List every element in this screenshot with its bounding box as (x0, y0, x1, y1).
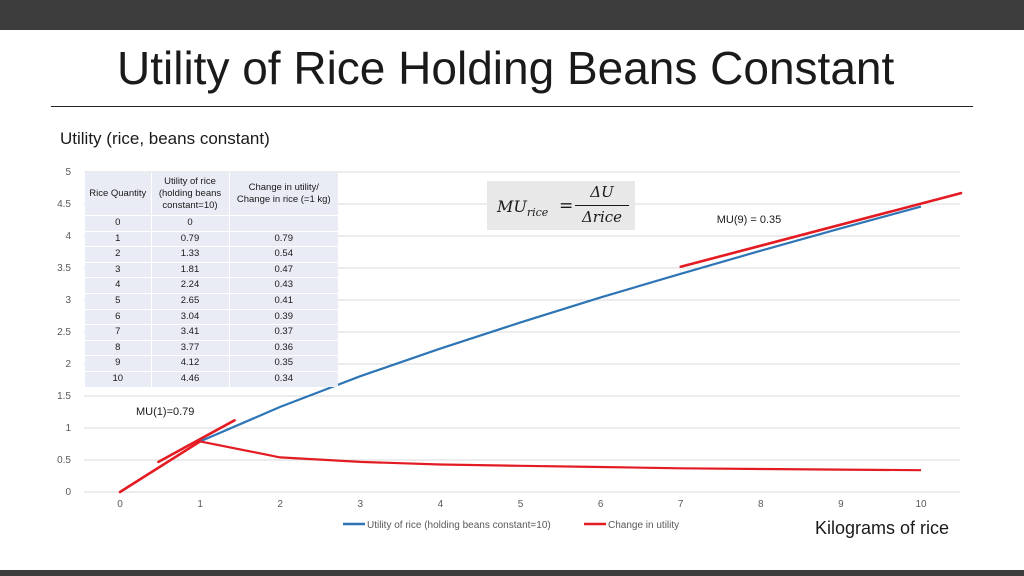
tangent-at-9-line (679, 191, 963, 269)
table-cell: 7 (115, 326, 121, 338)
table-cell: 0.36 (228, 340, 338, 356)
formula-lhs: MUrice (497, 197, 548, 219)
y-tick-label: 0 (65, 487, 71, 498)
table-row: 10 4.46 0.34 (85, 371, 338, 387)
table-cell: 10 (112, 372, 124, 384)
formula-equals: = (559, 196, 574, 216)
annotation-label: MU(9) = 0.35 (717, 214, 782, 226)
table-cell: 0 (115, 217, 121, 228)
table-cell: 0.41 (228, 293, 338, 310)
y-tick-label: 3.5 (57, 263, 71, 274)
table-cell: 2 (115, 248, 121, 260)
table-row: 1 0.79 0.79 (85, 231, 338, 247)
table-row: 6 3.04 0.39 (85, 309, 338, 325)
y-tick-label: 0.5 (57, 455, 71, 466)
tangent-at-1-line (157, 419, 236, 464)
x-tick-label: 10 (915, 499, 927, 510)
y-tick-label: 2.5 (57, 327, 71, 338)
table-cell: 9 (115, 357, 121, 369)
table-cell: 0.79 (150, 231, 229, 247)
x-tick-label: 1 (197, 499, 203, 510)
table-row: 5 2.65 0.41 (85, 293, 338, 310)
header-change-in-utility: Change in utility/ Change in rice (=1 kg… (228, 173, 338, 216)
table-cell: 8 (115, 341, 121, 353)
x-tick-label: 3 (358, 499, 364, 510)
x-tick-label: 2 (277, 499, 283, 510)
formula-denominator: Δrice (581, 208, 623, 226)
header-utility-of-rice: Utility of rice (holding beans constant=… (150, 173, 229, 216)
table-cell: 4.46 (150, 371, 229, 387)
table-row: 2 1.33 0.54 (85, 246, 338, 263)
table-cell: 2.65 (150, 293, 229, 310)
table-cell: 0.43 (228, 277, 338, 294)
formula-fraction-bar (575, 205, 629, 206)
y-tick-label: 3 (65, 295, 71, 306)
table-cell: 4 (115, 279, 121, 291)
formula-numerator: ΔU (590, 183, 614, 201)
x-tick-label: 9 (838, 499, 844, 510)
table-row: 8 3.77 0.36 (85, 340, 338, 356)
bottom-band (0, 570, 1024, 576)
title-divider (51, 106, 973, 107)
table-row: 9 4.12 0.35 (85, 355, 338, 372)
x-tick-label: 6 (598, 499, 604, 510)
table-cell: 1.33 (150, 246, 229, 263)
table-cell: 0.35 (228, 355, 338, 372)
table-cell: 3.77 (150, 340, 229, 356)
y-tick-label: 4.5 (57, 199, 71, 210)
x-tick-label: 0 (117, 499, 123, 510)
table-row: 7 3.41 0.37 (85, 324, 338, 341)
table-cell: 0.34 (228, 371, 338, 387)
x-tick-label: 7 (678, 499, 684, 510)
table-cell: 5 (115, 294, 121, 306)
x-tick-label: 5 (518, 499, 524, 510)
chart-title: Utility (rice, beans constant) (60, 129, 270, 148)
origin-segment-line (118, 440, 202, 494)
table-cell: 0.54 (228, 246, 338, 263)
table-cell: 2.24 (150, 277, 229, 294)
slide-title: Utility of Rice Holding Beans Constant (117, 42, 895, 94)
x-tick-label: 8 (758, 499, 764, 510)
utility-table: Rice Quantity Utility of rice (holding b… (85, 173, 338, 387)
formula-mu: MU (497, 197, 527, 216)
table-cell: 0.37 (228, 324, 338, 341)
y-tick-label: 4 (65, 231, 71, 242)
top-band (0, 0, 1024, 30)
table-cell: 0.39 (228, 309, 338, 325)
table-row: 4 2.24 0.43 (85, 277, 338, 294)
table-cell: 1 (115, 232, 121, 244)
table-cell: 0.47 (228, 262, 338, 278)
table-cell: 3.41 (150, 324, 229, 341)
table-cell: 3 (115, 263, 121, 275)
formula-subscript: rice (526, 206, 549, 220)
table-cell: 6 (115, 310, 121, 322)
x-axis-label: Kilograms of rice (815, 518, 950, 538)
table-cell: 3.04 (150, 309, 229, 325)
header-rice-quantity: Rice Quantity (89, 188, 147, 199)
change-in-utility-series-line (199, 440, 922, 472)
annotation-label: MU(1)=0.79 (136, 406, 194, 418)
table-cell: 1.81 (150, 262, 229, 278)
legend-label: Utility of rice (holding beans constant=… (367, 520, 551, 531)
table-cell (228, 215, 338, 232)
y-tick-label: 5 (65, 167, 71, 178)
table-cell: 0 (150, 215, 229, 232)
y-tick-label: 1 (65, 423, 71, 434)
table-row: 3 1.81 0.47 (85, 262, 338, 278)
table-cell: 0.79 (228, 231, 338, 247)
table-header-row: Rice Quantity Utility of rice (holding b… (85, 173, 338, 216)
legend-label: Change in utility (608, 520, 679, 531)
y-tick-label: 1.5 (57, 391, 71, 402)
x-tick-label: 4 (438, 499, 444, 510)
utility-series-line (199, 205, 922, 443)
y-tick-label: 2 (65, 359, 71, 370)
table-cell: 4.12 (150, 355, 229, 372)
mu-formula: MUrice = ΔU Δrice (487, 181, 635, 230)
